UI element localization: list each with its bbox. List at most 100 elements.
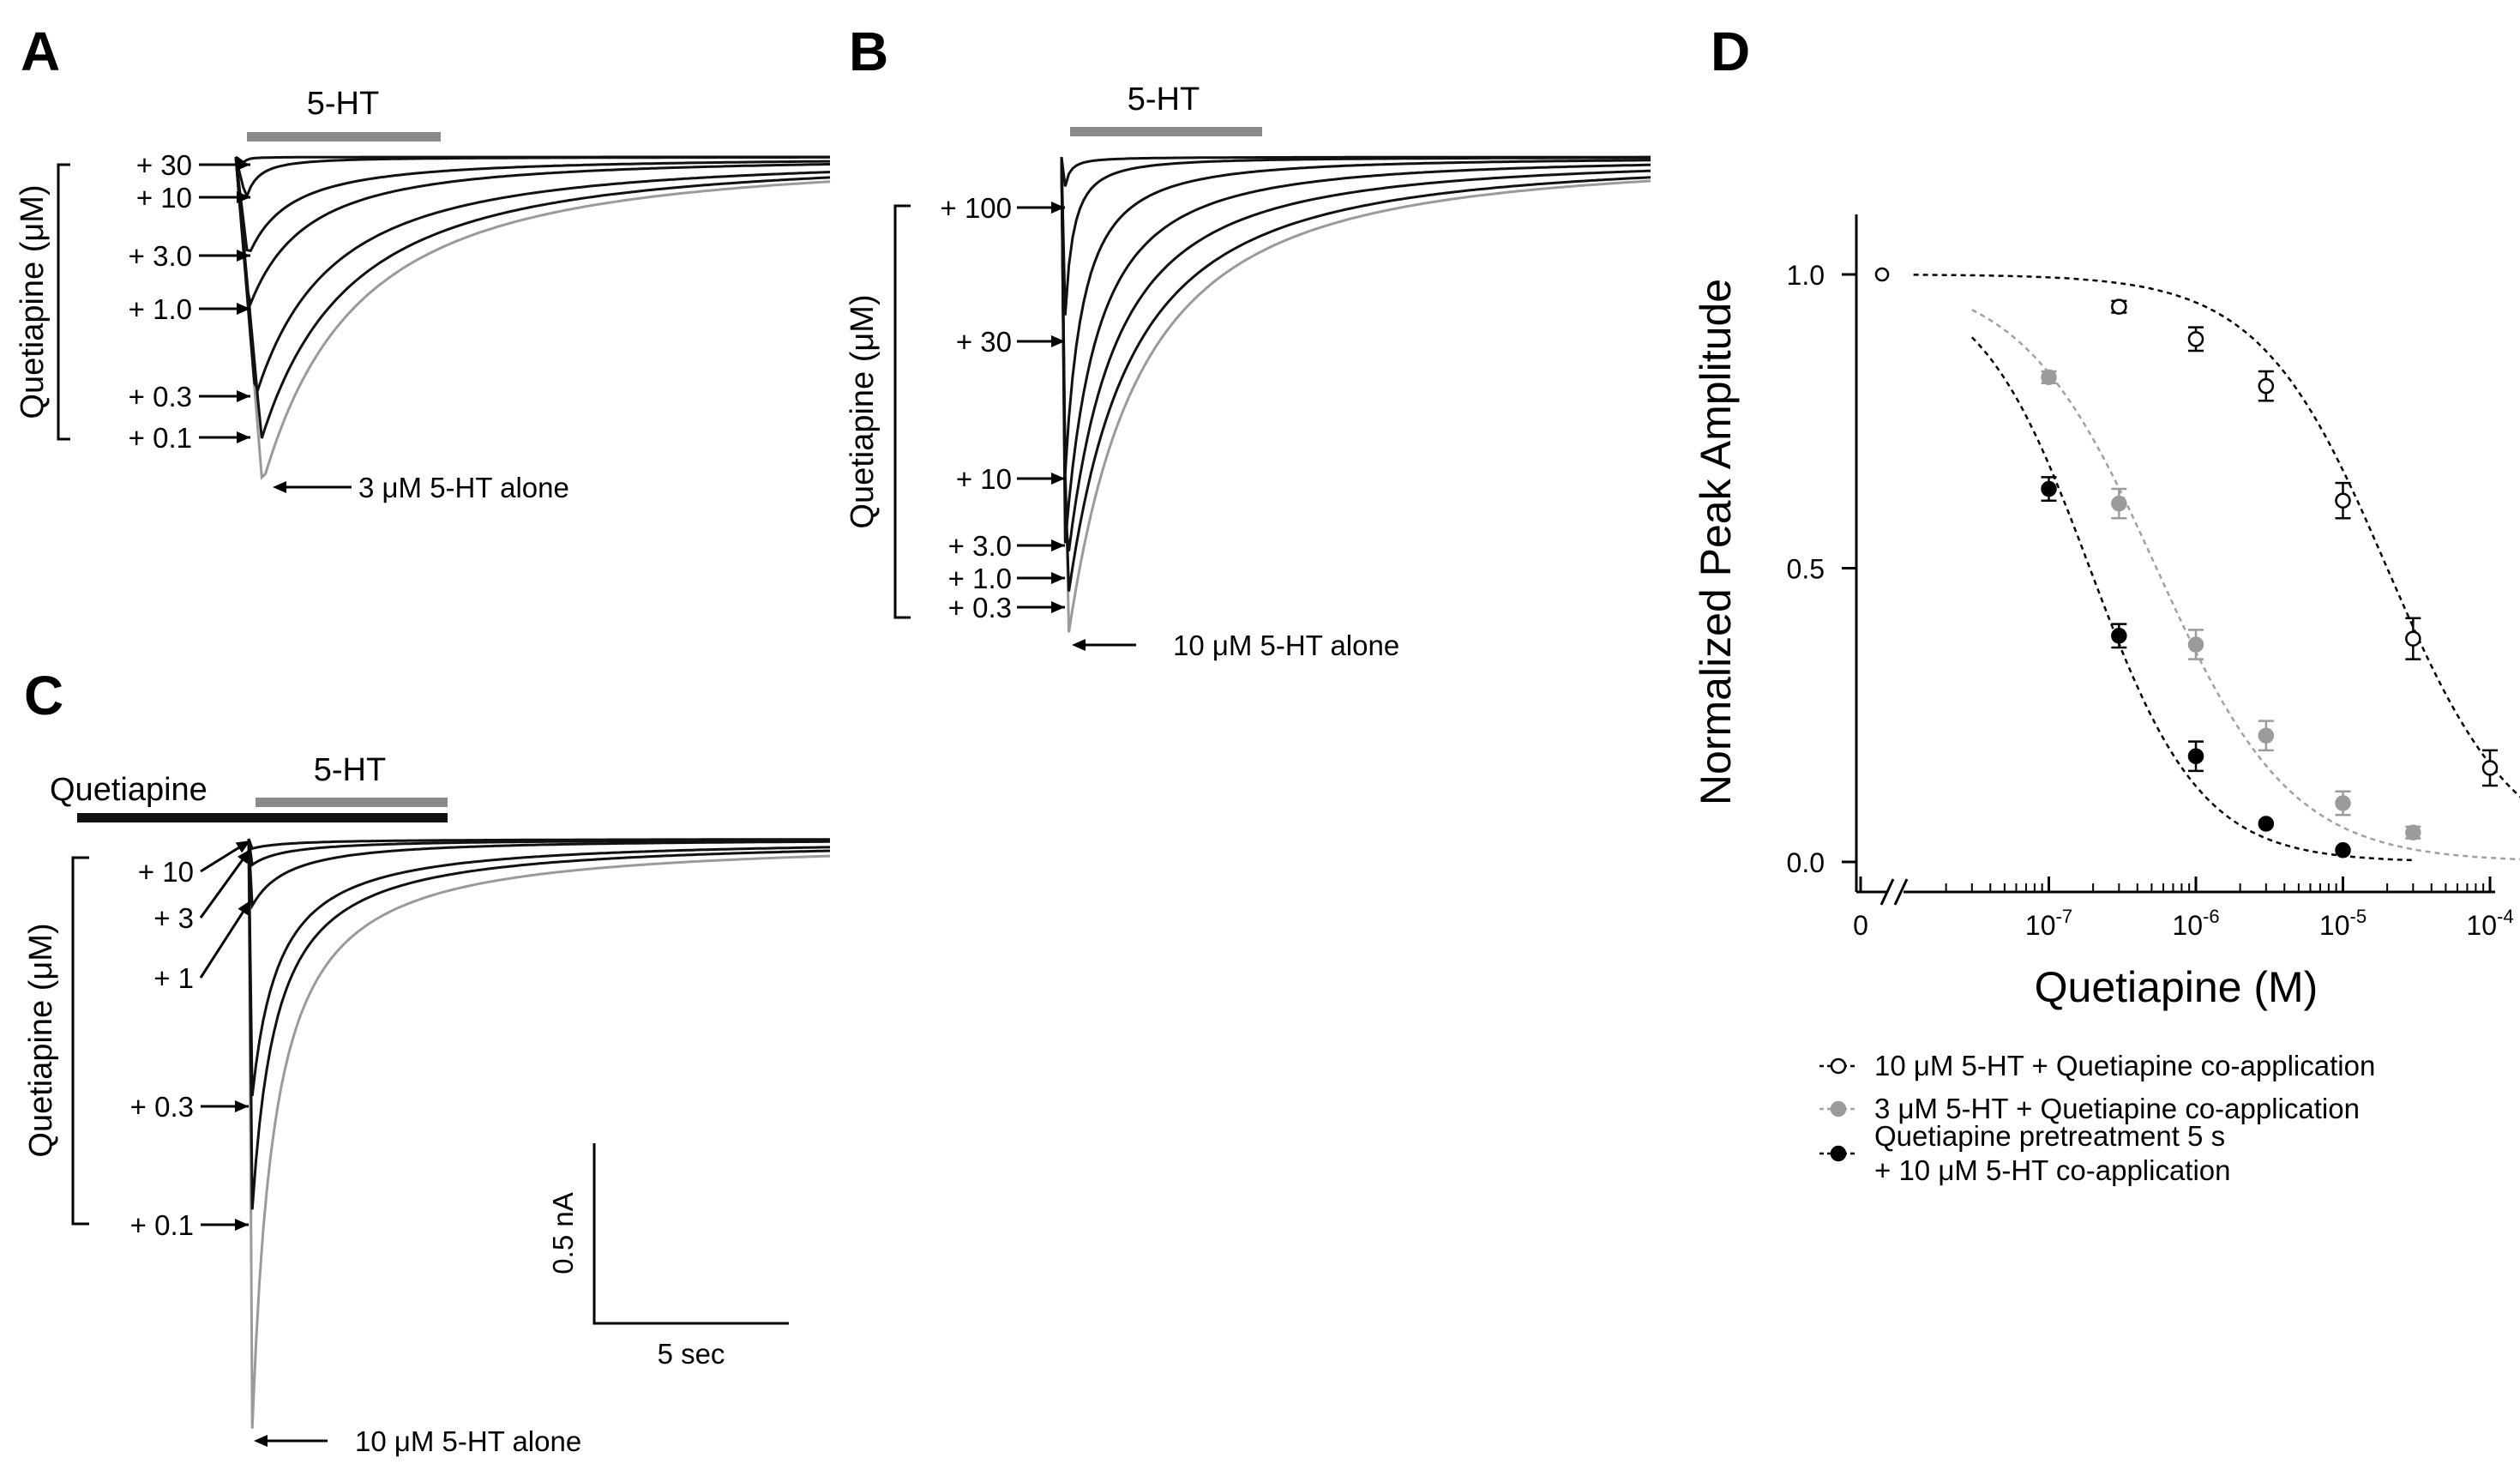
- data-point-series-1: [2405, 824, 2421, 840]
- panel-c-level-labels: + 10 + 3 + 1 + 0.3 + 0.1: [130, 839, 252, 1241]
- data-point-series-2: [2111, 628, 2127, 644]
- quetiapine-trace-2: [1060, 156, 1651, 473]
- quetiapine-trace-3: [234, 156, 830, 308]
- panel-b-bracket-label: Quetiapine (μM): [845, 294, 881, 528]
- quetiapine-trace-1: [234, 155, 830, 200]
- quetiapine-trace-1: [247, 838, 830, 867]
- data-point-series-0: [2335, 492, 2351, 509]
- panel-a-level-labels: + 30+ 10 + 3.0 + 1.0 + 0.3 + 0.1: [129, 149, 250, 454]
- panel-a-level-label: + 3.0: [129, 240, 192, 272]
- panel-b-level-arrow: [1017, 601, 1065, 613]
- panel-a-5ht-label: 5-HT: [307, 86, 379, 122]
- panel-a-traces: [234, 155, 831, 480]
- quetiapine-trace-5: [1060, 156, 1651, 592]
- control-trace: [234, 156, 831, 480]
- x-axis-break: [1893, 878, 1909, 906]
- panel-a-level-label: + 0.3: [129, 381, 192, 413]
- data-point-series-0: [2111, 298, 2127, 315]
- panel-b-level-arrow: [1017, 539, 1065, 551]
- x-tick-label: 10-7: [2025, 906, 2072, 941]
- panel-a: A 5-HT Quetiapine (μM) + 30+ 10 + 3.0 + 1.…: [15, 21, 831, 503]
- legend-marker: [1830, 1100, 1847, 1118]
- panel-a-level-arrow: [199, 431, 250, 443]
- quetiapine-trace-2: [247, 838, 830, 910]
- x-tick-exponent: -5: [2350, 906, 2367, 927]
- legend-item: 3 μM 5-HT + Quetiapine co-application: [1819, 1093, 2360, 1124]
- panel-c-level-arrow: [199, 900, 252, 979]
- y-tick-label: 0.5: [1787, 554, 1825, 585]
- data-point-series-1: [2258, 727, 2275, 744]
- data-point-series-1: [2111, 495, 2127, 512]
- y-tick-label: 1.0: [1787, 260, 1825, 291]
- data-point-series-1: [2335, 795, 2351, 811]
- panel-b-level-label: + 30: [956, 326, 1012, 358]
- data-point-series-0: [2258, 377, 2275, 395]
- quetiapine-trace-1: [1060, 156, 1651, 316]
- quetiapine-trace-4: [247, 838, 831, 1210]
- panel-c: C Quetiapine 5-HT Quetiapine (μM) + 10+ …: [23, 665, 831, 1457]
- panel-b: B 5-HT Quetiapine (μM) + 100 + 30 + 10 + 3.…: [845, 21, 1651, 661]
- panel-a-level-arrow: [199, 390, 250, 402]
- x-tick-label: 10-6: [2172, 906, 2219, 941]
- x-tick-exponent: -4: [2497, 906, 2514, 927]
- panel-b-bracket: [893, 204, 911, 619]
- panel-c-traces: [247, 838, 831, 1429]
- panel-a-control-label: 3 μM 5-HT alone: [358, 472, 569, 503]
- panel-a-letter: A: [21, 21, 60, 82]
- data-point-series-2: [2258, 816, 2275, 832]
- legend-label: Quetiapine pretreatment 5 s: [1874, 1120, 2225, 1152]
- x-axis-break: [1879, 878, 1895, 906]
- panel-c-level-label: + 1: [153, 962, 194, 994]
- panel-b-level-label: + 10: [956, 463, 1012, 495]
- panel-c-level-arrow: [199, 848, 252, 919]
- quetiapine-trace-3: [247, 838, 831, 1096]
- panel-a-level-label: + 0.1: [129, 422, 192, 454]
- panel-b-level-arrow: [1017, 572, 1065, 584]
- panel-c-scale-x-label: 5 sec: [658, 1338, 725, 1370]
- data-point-series-2: [2335, 842, 2351, 859]
- panel-b-level-label: + 1.0: [948, 563, 1012, 594]
- data-point-series-2: [2041, 480, 2057, 497]
- data-point-series-1: [2041, 369, 2057, 386]
- panel-a-bracket: [57, 163, 70, 441]
- panel-b-control-label: 10 μM 5-HT alone: [1173, 630, 1399, 661]
- panel-a-bracket-label: Quetiapine (μM): [15, 184, 51, 419]
- panel-b-control-arrow: [1072, 639, 1136, 651]
- panel-c-scale-bar: [592, 1143, 789, 1325]
- fit-curve-0: [1913, 274, 2520, 798]
- fit-curve-2: [1970, 336, 2414, 862]
- panel-a-level-arrow: [199, 303, 250, 315]
- panel-b-traces: [1060, 155, 1651, 633]
- panel-c-quetiapine-bar: [77, 813, 448, 822]
- data-point-series-1: [2187, 636, 2204, 653]
- x-tick-exponent: -7: [2056, 906, 2073, 927]
- x-tick-label: 10-5: [2319, 906, 2367, 941]
- panel-c-level-arrow: [200, 839, 251, 873]
- panel-a-level-arrow: [199, 191, 250, 203]
- quetiapine-trace-4: [234, 156, 831, 393]
- control-trace: [247, 838, 831, 1429]
- control-point: [1874, 267, 1890, 282]
- panel-b-level-label: + 100: [941, 192, 1013, 224]
- panel-b-5ht-label: 5-HT: [1128, 81, 1200, 117]
- panel-b-5ht-bar: [1070, 127, 1262, 136]
- legend-item: 10 μM 5-HT + Quetiapine co-application: [1819, 1050, 2375, 1081]
- panel-b-level-arrow: [1017, 335, 1065, 347]
- data-point-series-0: [2481, 760, 2499, 776]
- panel-c-level-label: + 0.1: [130, 1209, 194, 1241]
- panel-a-level-label: + 30: [136, 149, 192, 181]
- panel-b-level-labels: + 100 + 30 + 10 + 3.0+ 1.0+ 0.3: [941, 192, 1065, 624]
- panel-d-letter: D: [1711, 21, 1750, 82]
- legend-label: 3 μM 5-HT + Quetiapine co-application: [1874, 1093, 2360, 1124]
- x-tick-exponent: -6: [2203, 906, 2220, 927]
- fit-curve-1: [1971, 309, 2520, 861]
- panel-c-letter: C: [24, 665, 63, 726]
- panel-a-level-arrow: [199, 250, 250, 262]
- data-point-series-0: [2405, 630, 2421, 647]
- panel-d-axes: 0.0 0.5 1.0 0 10-7 10-6 10-5 10-4: [1787, 214, 2514, 941]
- panel-d-data-points: [1874, 267, 2499, 859]
- legend-marker: [1830, 1057, 1847, 1075]
- quetiapine-trace-5: [234, 156, 831, 439]
- quetiapine-trace-3: [1060, 156, 1651, 544]
